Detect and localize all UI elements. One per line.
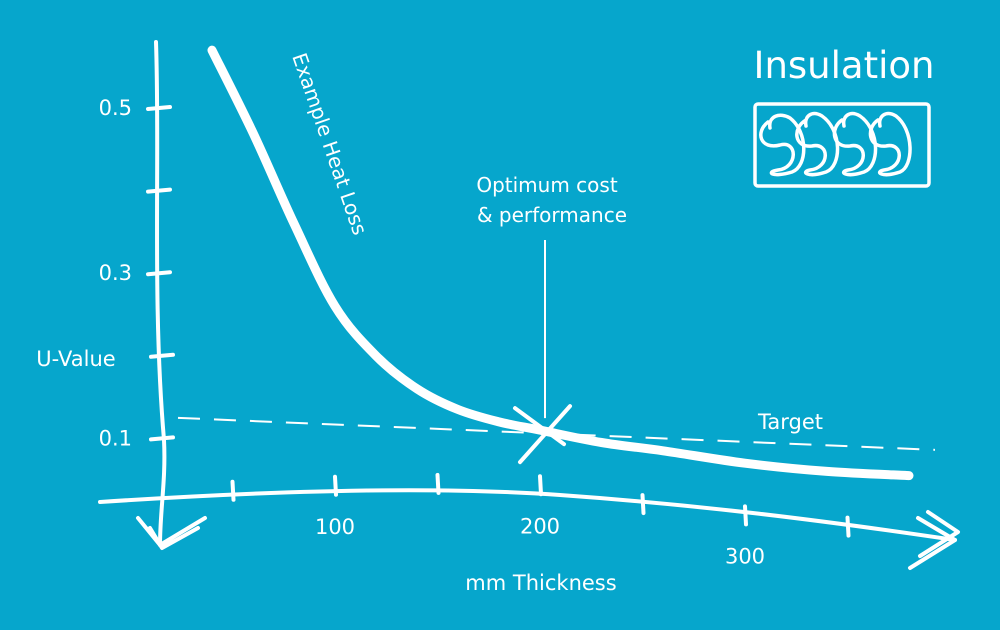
target-label: Target — [757, 410, 823, 434]
x-tick-label-1: 100 — [315, 515, 355, 539]
y-tick-0 — [149, 435, 175, 442]
annotation-line-1: Optimum cost — [476, 173, 617, 197]
heat-loss-curve — [207, 45, 914, 481]
chart-title: Insulation — [754, 44, 935, 87]
optimum-cross-b — [518, 404, 572, 465]
y-axis-arrow — [136, 516, 207, 550]
insulation-icon — [753, 102, 931, 188]
optimum-cross-a — [513, 406, 566, 447]
x-tick-5 — [743, 504, 748, 527]
x-tick-label-5: 300 — [725, 544, 765, 568]
y-axis-title: U-Value — [36, 347, 115, 371]
x-tick-6 — [845, 515, 851, 538]
y-axis-line — [154, 40, 167, 547]
optimum-marker — [513, 404, 572, 465]
y-tick-1 — [149, 352, 175, 359]
annotation-line-2: & performance — [477, 203, 627, 227]
series-label: Example Heat Loss — [287, 50, 372, 238]
x-tick-4 — [640, 493, 646, 516]
x-axis-line — [98, 488, 957, 542]
x-tick-label-3: 200 — [520, 514, 560, 538]
y-tick-3 — [146, 187, 172, 194]
y-tick-label-0: 0.1 — [99, 426, 132, 450]
x-tick-1 — [333, 474, 338, 497]
y-tick-label-2: 0.3 — [99, 261, 132, 285]
x-tick-0 — [230, 479, 236, 502]
y-tick-label-4: 0.5 — [99, 96, 132, 120]
x-tick-3 — [538, 474, 543, 497]
y-tick-4 — [146, 105, 172, 111]
y-tick-2 — [146, 270, 172, 277]
x-axis-arrow — [908, 510, 960, 570]
x-axis-title: mm Thickness — [465, 571, 616, 595]
x-tick-2 — [435, 472, 441, 495]
